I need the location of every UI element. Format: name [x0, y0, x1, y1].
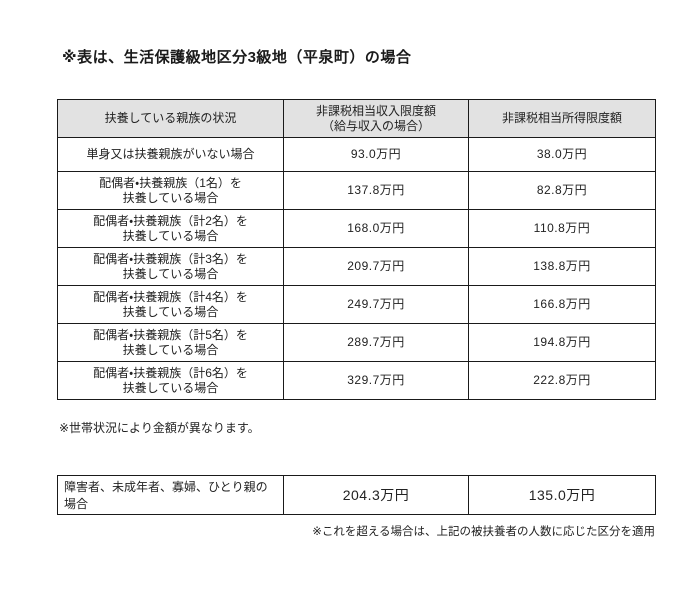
cell-situation: 配偶者・扶養親族（計6名）を 扶養している場合	[57, 361, 284, 400]
cell-situation: 単身又は扶養親族がいない場合	[57, 137, 284, 172]
cell-income-limit: 289.7万円	[283, 323, 469, 362]
cell-earnings-limit: 82.8万円	[468, 171, 656, 210]
table-row: 配偶者・扶養親族（計3名）を 扶養している場合 209.7万円 138.8万円	[57, 247, 656, 286]
document-page: ※表は、生活保護級地区分3級地（平泉町）の場合 扶養している親族の状況 非課税相…	[0, 48, 696, 612]
table-row: 配偶者・扶養親族（計4名）を 扶養している場合 249.7万円 166.8万円	[57, 285, 656, 324]
cell-situation: 配偶者・扶養親族（1名）を 扶養している場合	[57, 171, 284, 210]
cell-income-limit: 329.7万円	[283, 361, 469, 400]
cell-situation: 配偶者・扶養親族（計3名）を 扶養している場合	[57, 247, 284, 286]
table-row: 配偶者・扶養親族（1名）を 扶養している場合 137.8万円 82.8万円	[57, 171, 656, 210]
cell-income-limit: 204.3万円	[283, 475, 469, 515]
cell-income-limit: 209.7万円	[283, 247, 469, 286]
header-earnings-limit: 非課税相当所得限度額	[468, 99, 656, 138]
cell-income-limit: 137.8万円	[283, 171, 469, 210]
header-dependent-situation: 扶養している親族の状況	[57, 99, 284, 138]
cell-earnings-limit: 166.8万円	[468, 285, 656, 324]
cell-income-limit: 93.0万円	[283, 137, 469, 172]
table-row: 配偶者・扶養親族（計6名）を 扶養している場合 329.7万円 222.8万円	[57, 361, 656, 400]
note-household-variation: ※世帯状況により金額が異なります。	[59, 421, 260, 435]
cell-earnings-limit: 38.0万円	[468, 137, 656, 172]
note-exceed-threshold: ※これを超える場合は、上記の被扶養者の人数に応じた区分を適用	[312, 526, 655, 538]
page-title: ※表は、生活保護級地区分3級地（平泉町）の場合	[62, 49, 412, 66]
header-income-limit: 非課税相当収入限度額 （給与収入の場合）	[283, 99, 469, 138]
cell-earnings-limit: 222.8万円	[468, 361, 656, 400]
cell-situation: 配偶者・扶養親族（計2名）を 扶養している場合	[57, 209, 284, 248]
special-case-table: 障害者、未成年者、寡婦、ひとり親の場合 204.3万円 135.0万円	[57, 475, 656, 515]
cell-earnings-limit: 138.8万円	[468, 247, 656, 286]
cell-situation: 配偶者・扶養親族（計4名）を 扶養している場合	[57, 285, 284, 324]
cell-situation: 障害者、未成年者、寡婦、ひとり親の場合	[57, 475, 284, 515]
cell-earnings-limit: 110.8万円	[468, 209, 656, 248]
cell-earnings-limit: 135.0万円	[468, 475, 656, 515]
table-row: 配偶者・扶養親族（計5名）を 扶養している場合 289.7万円 194.8万円	[57, 323, 656, 362]
cell-income-limit: 249.7万円	[283, 285, 469, 324]
cell-income-limit: 168.0万円	[283, 209, 469, 248]
table-header-row: 扶養している親族の状況 非課税相当収入限度額 （給与収入の場合） 非課税相当所得…	[57, 99, 656, 138]
tax-exemption-limit-table: 扶養している親族の状況 非課税相当収入限度額 （給与収入の場合） 非課税相当所得…	[57, 99, 656, 400]
table-row: 配偶者・扶養親族（計2名）を 扶養している場合 168.0万円 110.8万円	[57, 209, 656, 248]
cell-situation: 配偶者・扶養親族（計5名）を 扶養している場合	[57, 323, 284, 362]
table-row: 障害者、未成年者、寡婦、ひとり親の場合 204.3万円 135.0万円	[57, 475, 656, 515]
table-row: 単身又は扶養親族がいない場合 93.0万円 38.0万円	[57, 137, 656, 172]
cell-earnings-limit: 194.8万円	[468, 323, 656, 362]
